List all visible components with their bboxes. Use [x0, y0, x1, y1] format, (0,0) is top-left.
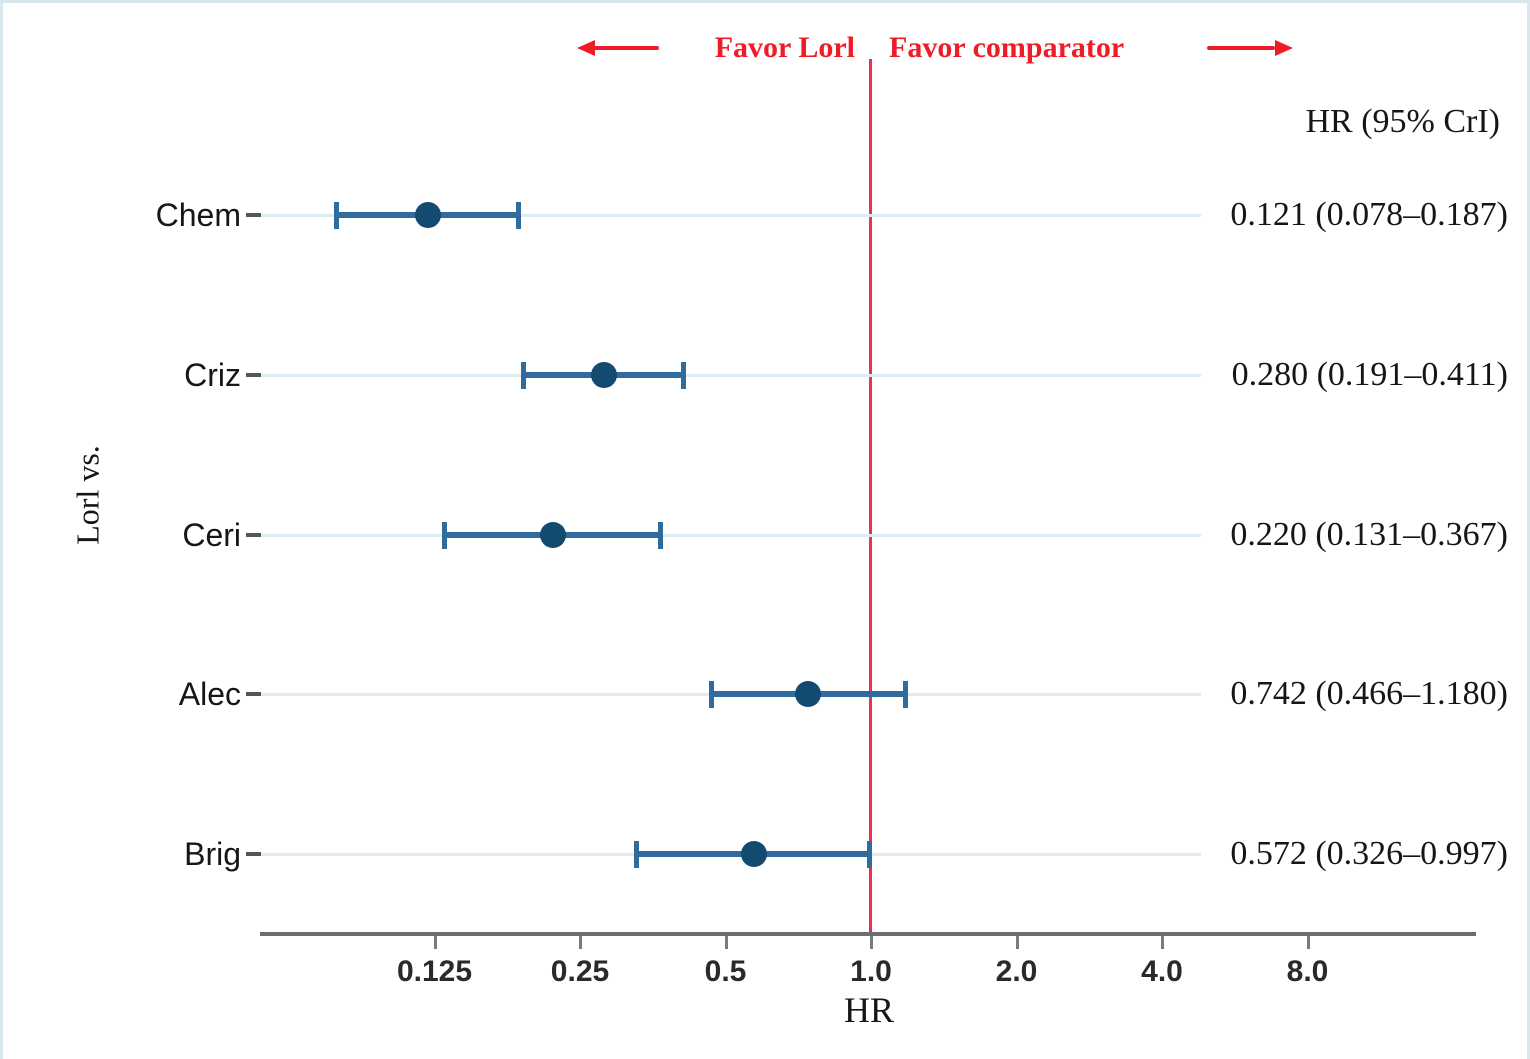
x-tick-label: 0.125	[396, 955, 473, 988]
point-marker	[540, 522, 567, 548]
x-tick-label: 8.0	[1286, 955, 1329, 988]
favor-comparator-label: Favor comparator	[889, 31, 1125, 64]
row-label: Brig	[184, 836, 241, 872]
row-label: Criz	[184, 357, 241, 393]
ci-cap-high	[516, 202, 522, 229]
reference-line	[869, 59, 872, 934]
favor-comparator-arrow-icon	[1275, 40, 1293, 56]
ci-cap-low	[521, 362, 527, 389]
row-label-dash	[246, 692, 261, 696]
row-value: 0.742 (0.466–1.180)	[1230, 675, 1508, 712]
row-value: 0.280 (0.191–0.411)	[1231, 356, 1508, 393]
x-tick-label: 4.0	[1141, 955, 1183, 988]
favor-comparator-arrow-shaft	[1207, 46, 1275, 50]
plot-area: Chem 0.121 (0.078–0.187) Criz 0.280 (0.191–…	[3, 3, 1527, 1059]
x-axis-tick	[1015, 936, 1019, 949]
ci-cap-low	[333, 202, 339, 229]
favor-lorl-label: Favor Lorl	[714, 31, 855, 64]
row-value: 0.121 (0.078–0.187)	[1230, 196, 1508, 233]
row-label-dash	[246, 852, 261, 856]
x-axis-tick	[870, 936, 873, 949]
column-header: HR (95% CrI)	[1305, 103, 1500, 140]
ci-cap-low	[633, 841, 639, 868]
x-axis-line	[260, 932, 1476, 936]
favor-lorl-arrow-icon	[577, 40, 595, 56]
ci-cap-high	[657, 522, 663, 549]
point-marker	[740, 841, 767, 867]
ci-cap-low	[708, 681, 714, 708]
point-marker	[590, 362, 617, 388]
row-label-dash	[246, 213, 261, 217]
x-axis-tick	[1306, 936, 1310, 949]
x-tick-label: 0.5	[704, 955, 747, 988]
row-label: Alec	[178, 676, 241, 712]
y-axis-title: Lorl vs.	[69, 445, 106, 545]
x-tick-label: 1.0	[850, 955, 892, 988]
favor-lorl-arrow-shaft	[591, 46, 659, 50]
point-marker	[795, 681, 822, 707]
row-label-dash	[246, 533, 261, 537]
x-axis-tick	[1161, 936, 1164, 949]
row-gridline	[259, 534, 1201, 537]
x-axis-title: HR	[843, 990, 894, 1030]
row-label: Chem	[155, 197, 241, 233]
x-axis-tick	[433, 936, 437, 949]
ci-cap-high	[902, 681, 908, 708]
row-label-dash	[246, 373, 261, 377]
row-gridline	[259, 214, 1201, 217]
row-gridline	[259, 374, 1201, 377]
ci-cap-low	[442, 522, 448, 549]
ci-cap-high	[867, 841, 873, 868]
x-axis-tick	[579, 936, 582, 949]
row-value: 0.220 (0.131–0.367)	[1230, 516, 1508, 553]
row-value: 0.572 (0.326–0.997)	[1230, 835, 1508, 872]
ci-cap-high	[681, 362, 687, 389]
x-axis-tick	[724, 936, 728, 949]
x-tick-label: 2.0	[995, 955, 1038, 988]
x-tick-label: 0.25	[550, 955, 610, 988]
point-marker	[414, 202, 441, 228]
row-label: Ceri	[182, 517, 241, 553]
